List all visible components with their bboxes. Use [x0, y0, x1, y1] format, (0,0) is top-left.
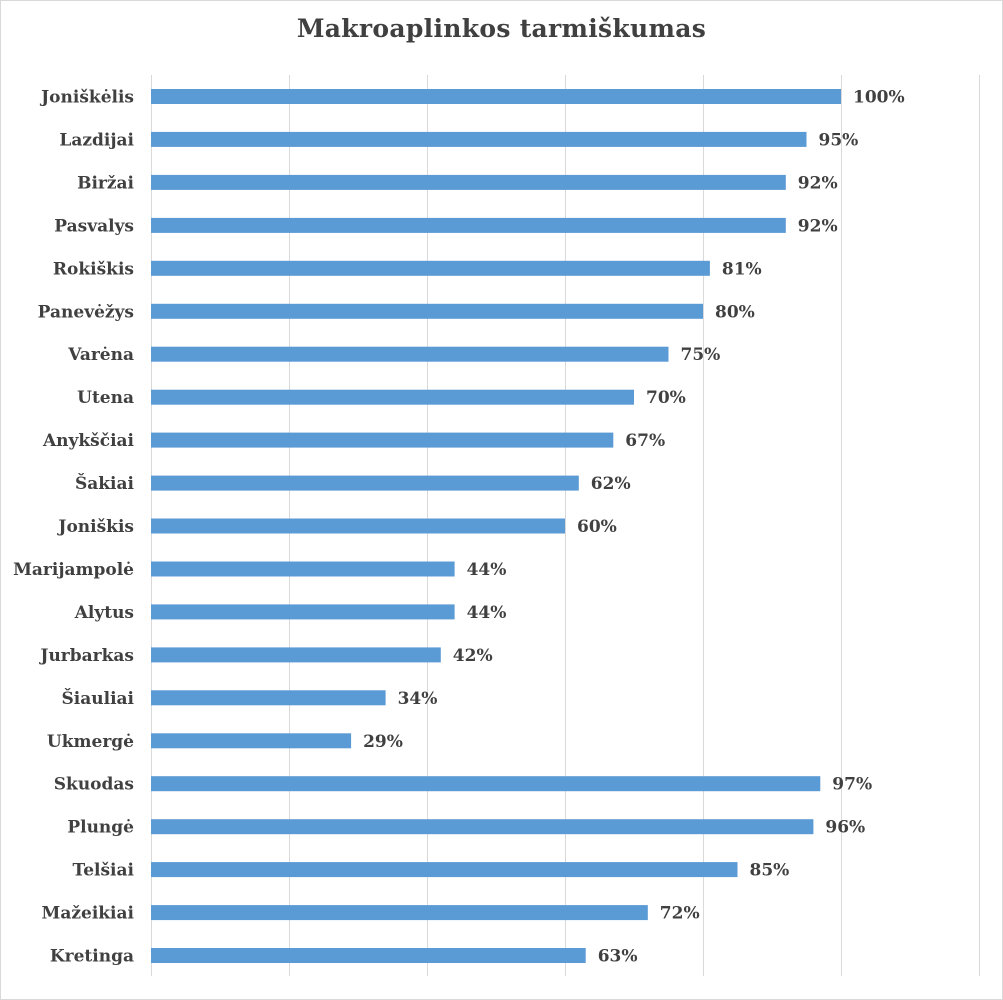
bar	[151, 518, 565, 534]
bar	[151, 89, 841, 104]
value-label: 44%	[467, 603, 507, 623]
bars	[151, 89, 841, 963]
category-label: Mažeikiai	[42, 904, 135, 924]
bar	[151, 389, 634, 405]
category-label: Skuodas	[54, 775, 134, 795]
value-label: 44%	[467, 560, 507, 580]
bar	[151, 475, 579, 491]
bar	[151, 303, 703, 319]
value-label: 63%	[598, 947, 638, 967]
category-label: Pasvalys	[54, 216, 134, 236]
value-label: 80%	[715, 302, 755, 322]
bar	[151, 819, 814, 835]
bar	[151, 647, 441, 663]
bar	[151, 346, 669, 362]
category-label: Marijampolė	[13, 560, 134, 580]
bar	[151, 905, 648, 921]
value-label: 42%	[453, 646, 493, 666]
value-label: 62%	[591, 474, 631, 494]
category-label: Plungė	[67, 818, 134, 838]
category-label: Biržai	[77, 173, 134, 193]
value-label: 92%	[798, 216, 838, 236]
bar	[151, 862, 738, 878]
value-label: 92%	[798, 173, 838, 193]
value-label: 96%	[825, 818, 865, 838]
chart-title: Makroaplinkos tarmiškumas	[296, 14, 707, 43]
category-label: Telšiai	[73, 861, 135, 881]
bar	[151, 260, 710, 276]
category-label: Ukmergė	[47, 732, 134, 752]
bar	[151, 561, 455, 577]
bar	[151, 776, 821, 792]
labels: Joniškėlis 100% Lazdijai 95% Biržai 92% Pasval…	[13, 88, 905, 967]
category-label: Anykščiai	[42, 431, 135, 451]
value-label: 81%	[722, 259, 762, 279]
bar	[151, 604, 455, 620]
value-label: 95%	[819, 130, 859, 150]
value-label: 60%	[577, 517, 617, 537]
category-label: Jurbarkas	[38, 646, 134, 666]
bar	[151, 217, 786, 233]
value-label: 75%	[681, 345, 721, 365]
value-label: 70%	[646, 388, 686, 408]
category-label: Panevėžys	[38, 302, 134, 322]
category-label: Šakiai	[75, 473, 135, 494]
bar	[151, 948, 586, 963]
category-label: Alytus	[74, 603, 134, 623]
category-label: Kretinga	[50, 947, 134, 967]
value-label: 72%	[660, 904, 700, 924]
value-label: 34%	[398, 689, 438, 709]
category-label: Rokiškis	[53, 259, 134, 279]
category-label: Lazdijai	[59, 130, 134, 150]
value-label: 85%	[750, 861, 790, 881]
value-label: 97%	[832, 775, 872, 795]
category-label: Utena	[77, 388, 134, 408]
category-label: Joniškėlis	[39, 88, 134, 108]
category-label: Joniškis	[56, 517, 134, 537]
bar	[151, 690, 386, 706]
bar	[151, 174, 786, 190]
value-label: 100%	[853, 88, 905, 108]
value-label: 67%	[625, 431, 665, 451]
bar	[151, 131, 807, 147]
bar	[151, 733, 352, 749]
category-label: Šiauliai	[62, 688, 135, 709]
category-label: Varėna	[67, 345, 134, 365]
value-label: 29%	[363, 732, 403, 752]
bar	[151, 432, 614, 448]
